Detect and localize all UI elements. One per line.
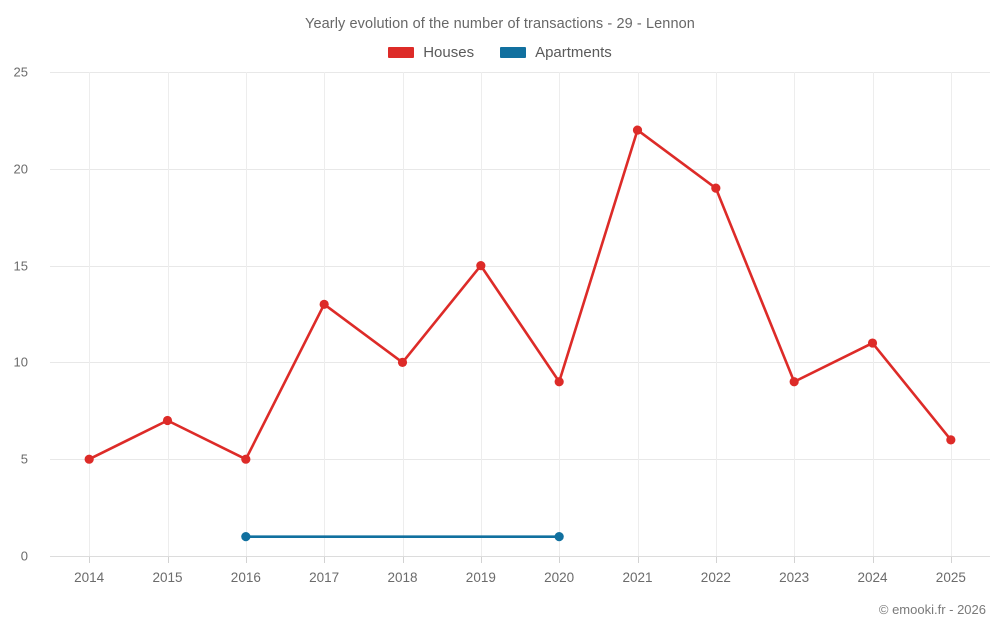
series-plot [84,125,956,542]
tick-mark-2017 [324,557,326,563]
y-axis-tick-label: 10 [13,354,28,370]
y-axis-tick-label: 15 [13,258,28,274]
x-axis-tick-label: 2017 [309,570,340,585]
tick-mark-2015 [167,557,169,563]
tick-mark-2022 [715,557,717,563]
data-point-houses-2021[interactable] [632,125,643,135]
gridline-x-2014 [89,72,91,556]
gridline-x-2024 [872,72,874,556]
tick-mark-2024 [872,557,874,563]
tick-mark-2016 [245,557,247,563]
data-point-houses-2015[interactable] [162,415,173,426]
gridline-x-2022 [715,72,717,556]
legend-item-apartments[interactable]: Apartments [500,44,612,61]
data-point-apartments-2020[interactable] [554,532,564,542]
gridline-y-10 [50,362,990,364]
x-axis-tick-label: 2020 [544,570,575,585]
tick-mark-2018 [402,557,404,563]
gridline-x-2017 [324,72,326,556]
data-point-houses-2019[interactable] [476,261,486,271]
series-line-houses [87,128,953,461]
gridline-x-2015 [167,72,169,556]
tick-mark-2020 [559,557,561,563]
gridline-y-15 [50,265,990,267]
x-axis-tick-label: 2019 [465,570,496,585]
gridline-y-25 [50,72,990,73]
data-point-houses-2025[interactable] [946,435,956,445]
x-axis-tick-label: 2015 [152,570,183,585]
data-point-apartments-2016[interactable] [241,532,251,542]
legend-label-houses: Houses [423,44,475,61]
legend-label-apartments: Apartments [535,44,612,61]
gridline-x-2025 [950,72,952,556]
data-point-houses-2023[interactable] [789,377,799,387]
data-point-houses-2020[interactable] [554,377,564,387]
data-point-houses-2016[interactable] [241,454,251,464]
gridline-x-2021 [637,72,639,556]
data-point-houses-2017[interactable] [319,299,329,309]
y-axis-tick-label: 20 [13,161,28,177]
tick-mark-2021 [637,557,639,563]
x-axis-tick-label: 2021 [622,570,653,585]
chart-legend: Houses Apartments [0,44,1000,61]
x-axis-tick-label: 2025 [935,570,966,585]
y-axis-tick-label: 5 [20,451,28,467]
legend-swatch-houses-icon [388,47,415,58]
tick-mark-2023 [794,557,796,563]
x-axis-tick-label: 2016 [230,570,261,585]
data-point-houses-2022[interactable] [711,183,721,193]
y-axis-tick-label: 25 [13,64,28,80]
tick-mark-2025 [950,557,952,563]
y-axis-tick-label: 0 [20,548,28,564]
x-axis-tick-label: 2022 [700,570,731,585]
gridline-x-2016 [245,72,247,556]
gridline-y-20 [50,168,990,170]
chart-footer-credit: © emooki.fr - 2026 [878,602,986,617]
data-point-houses-2024[interactable] [867,338,878,348]
x-axis-tick-label: 2023 [779,570,810,585]
x-axis-tick-label: 2014 [74,570,105,585]
gridline-y-5 [50,459,990,461]
data-point-houses-2014[interactable] [84,454,94,464]
gridline-x-2023 [794,72,796,556]
tick-mark-2019 [480,557,482,563]
gridline-x-2019 [480,72,482,556]
legend-swatch-apartments-icon [500,47,527,58]
x-axis-tick-label: 2024 [857,570,888,585]
x-axis-baseline [50,556,990,557]
plot-area: 0 5 10 15 20 25 2014 2015 2016 2017 2018 2019 2020 2… [14,65,990,585]
tick-mark-2014 [89,557,91,563]
x-axis-tick-label: 2018 [387,570,418,585]
data-point-houses-2018[interactable] [397,357,408,367]
gridline-x-2018 [402,72,404,556]
gridline-x-2020 [559,72,561,556]
chart-title: Yearly evolution of the number of transa… [305,16,695,32]
legend-item-houses[interactable]: Houses [388,44,474,61]
